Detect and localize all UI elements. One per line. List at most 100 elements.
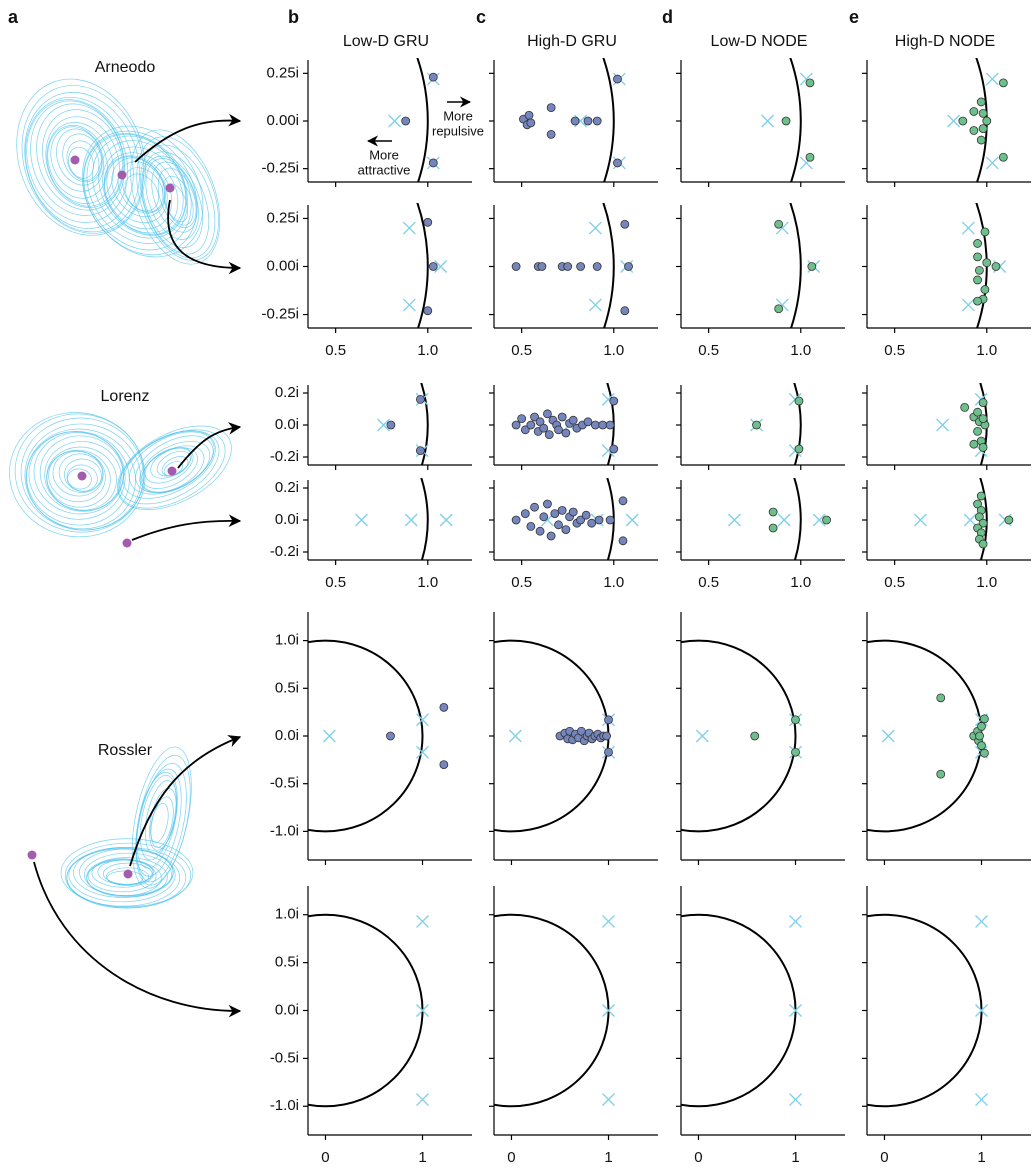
model-point [609, 444, 619, 454]
attractor-trace [62, 133, 102, 183]
model-point [609, 396, 619, 406]
unit-circle [308, 913, 424, 1108]
unit-circle [681, 913, 797, 1108]
model-point [557, 412, 567, 422]
model-point [592, 262, 602, 271]
target-marker [416, 914, 430, 928]
column-title: High-D NODE [895, 33, 995, 50]
unit-circle [602, 58, 615, 182]
model-point [439, 760, 449, 770]
y-tick-label: -0.5i [270, 1049, 299, 1066]
panel [676, 612, 845, 865]
arrow [131, 514, 242, 541]
unit-circle [420, 383, 429, 465]
model-point [973, 407, 982, 417]
attractor-trace [25, 428, 136, 530]
model-point [428, 158, 438, 168]
attractor-trace [91, 858, 154, 888]
attractor-trace [122, 167, 164, 213]
model-point [1004, 515, 1014, 525]
model-point [401, 116, 411, 126]
target-marker [812, 513, 826, 527]
unit-circle [789, 203, 802, 328]
model-point [969, 126, 979, 135]
unit-circle [979, 478, 988, 560]
x-tick-label: 1.0 [976, 574, 997, 591]
model-point [520, 425, 530, 435]
system-label: Rossler [98, 742, 153, 759]
target-marker [913, 513, 927, 527]
model-point [583, 417, 593, 427]
model-point [568, 507, 578, 517]
target-marker [602, 914, 616, 928]
attractor-trace [162, 175, 194, 226]
fixed-point-dot [117, 170, 127, 180]
panel: 0.25i 0.00i -0.25i [261, 58, 472, 187]
unit-circle [602, 203, 615, 328]
target-marker [727, 513, 741, 527]
panel [489, 383, 658, 470]
unit-circle [494, 913, 610, 1108]
target-marker [416, 1004, 430, 1017]
model-point [624, 262, 633, 271]
attractor-trace [66, 140, 100, 181]
attractor-trace [117, 161, 166, 214]
model-point [978, 414, 988, 424]
model-point [539, 512, 549, 522]
attractor-trace [64, 842, 192, 908]
attractor-trace [136, 136, 219, 261]
model-point [768, 523, 778, 533]
x-tick-label: 1 [418, 1149, 426, 1165]
model-point [975, 265, 984, 275]
model-point [517, 414, 527, 424]
target-marker [434, 260, 448, 273]
model-point [973, 252, 982, 262]
column-title: High-D GRU [527, 33, 617, 50]
model-point [960, 402, 970, 412]
attractor-trace [118, 429, 226, 509]
fixed-point-dot [122, 538, 132, 548]
model-point [526, 118, 536, 128]
model-point [978, 539, 988, 549]
model-point [605, 420, 615, 430]
target-marker [416, 713, 430, 727]
attractor-trace [66, 846, 187, 909]
model-point [794, 444, 804, 454]
model-point [526, 522, 536, 531]
model-point [604, 747, 613, 757]
model-point [980, 714, 989, 724]
target-marker [588, 298, 602, 312]
x-tick-label: 1.0 [417, 342, 438, 359]
model-point [598, 420, 608, 430]
attractor-trace [150, 796, 174, 848]
model-point [750, 731, 760, 741]
model-point [980, 227, 990, 237]
attractor-trace [67, 468, 92, 490]
target-marker [947, 114, 961, 128]
panel [676, 58, 845, 187]
attractor-trace [39, 435, 124, 512]
model-point [958, 116, 968, 126]
x-tick-label: 0 [694, 1149, 702, 1165]
attractor-trace [58, 453, 104, 493]
x-tick-label: 1 [604, 1149, 612, 1165]
model-point [557, 505, 567, 515]
x-tick-label: 1.0 [976, 342, 997, 359]
attractor-trace [98, 140, 187, 236]
annotation: More [369, 147, 399, 162]
unit-circle [867, 913, 983, 1108]
attractor-trace [123, 430, 216, 499]
panel [862, 58, 1031, 187]
y-tick-label: -0.25i [261, 306, 299, 323]
model-point [774, 304, 784, 314]
unit-circle [420, 478, 429, 560]
model-point [563, 262, 573, 271]
target-marker [439, 513, 453, 527]
attractor-trace [44, 441, 122, 512]
model-point [752, 420, 761, 430]
y-tick-label: 0.5i [275, 679, 299, 696]
attractor-trace [24, 423, 142, 531]
y-tick-label: 1.0i [275, 906, 299, 923]
annotation: attractive [358, 162, 411, 177]
fixed-point-dot [27, 850, 37, 860]
